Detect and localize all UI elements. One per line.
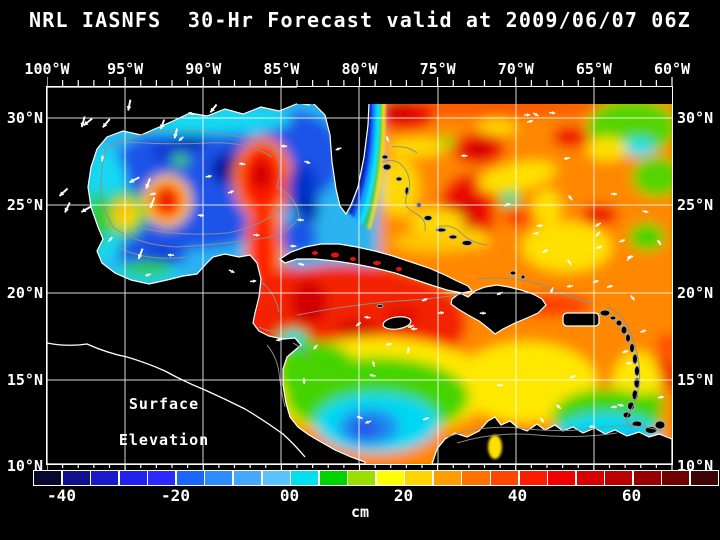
colorbar-cell	[605, 471, 633, 485]
colorbar-cell	[348, 471, 376, 485]
colorbar-cell	[662, 471, 690, 485]
lon-label: 90°W	[185, 60, 222, 78]
no-data-strip	[297, 87, 672, 104]
colorbar-tick-label: 40	[507, 486, 528, 505]
lat-label: 20°N	[677, 284, 714, 302]
lat-label: 25°N	[6, 196, 43, 214]
colorbar-cell	[405, 471, 433, 485]
lon-label: 65°W	[575, 60, 612, 78]
lat-label: 30°N	[677, 109, 714, 127]
colorbar-cell	[91, 471, 119, 485]
colorbar-cell	[690, 471, 718, 485]
lon-label: 75°W	[419, 60, 456, 78]
map-label-line2: Elevation	[119, 431, 209, 449]
colorbar-cell	[176, 471, 204, 485]
cuba-bays	[312, 251, 402, 271]
colorbar	[33, 470, 719, 486]
lon-label: 80°W	[341, 60, 378, 78]
colorbar-cell	[262, 471, 290, 485]
vector-arrows	[58, 99, 664, 429]
colorbar-cell	[433, 471, 461, 485]
colorbar-cell	[633, 471, 661, 485]
lon-label: 60°W	[653, 60, 691, 78]
colorbar-cell	[62, 471, 90, 485]
lat-label: 15°N	[677, 371, 714, 389]
colorbar-cell	[491, 471, 519, 485]
map-label-line1: Surface	[129, 395, 199, 413]
colorbar-tick-labels: -40 -20 00 20 40 60	[33, 486, 717, 505]
pacific-coastline	[46, 342, 306, 458]
colorbar-cell	[205, 471, 233, 485]
colorbar-cell	[319, 471, 347, 485]
lon-label: 85°W	[263, 60, 300, 78]
bottom-axis-ticks	[47, 465, 673, 470]
lat-label: 20°N	[6, 284, 43, 302]
colorbar-tick-label: 20	[393, 486, 414, 505]
colorbar-cell	[376, 471, 404, 485]
colorbar-tick-label: 60	[621, 486, 642, 505]
lon-label: 70°W	[497, 60, 534, 78]
colorbar-cell	[34, 471, 62, 485]
colorbar-cell	[462, 471, 490, 485]
lat-label: 30°N	[6, 109, 43, 127]
colorbar-cell	[233, 471, 261, 485]
map-frame: Surface Elevation	[37, 77, 682, 474]
colorbar-cell	[148, 471, 176, 485]
colorbar-cell	[291, 471, 319, 485]
maracaibo-water	[488, 435, 502, 459]
map-canvas: Surface Elevation	[37, 77, 682, 474]
lon-label: 100°W	[24, 60, 70, 78]
colorbar-unit: cm	[350, 503, 370, 521]
colorbar-cell	[519, 471, 547, 485]
colorbar-tick-label: -40	[47, 486, 76, 505]
lat-label: 25°N	[677, 196, 714, 214]
bathymetry-contours	[100, 129, 663, 444]
top-axis-ticks	[47, 77, 673, 86]
graticule	[47, 87, 672, 464]
plot-title: NRL IASNFS 30-Hr Forecast valid at 2009/…	[28, 8, 692, 32]
colorbar-cell	[576, 471, 604, 485]
colorbar-cell	[119, 471, 147, 485]
lon-label: 95°W	[107, 60, 144, 78]
lat-label: 15°N	[6, 371, 43, 389]
colorbar-tick-label: 00	[279, 486, 300, 505]
colorbar-cell	[548, 471, 576, 485]
colorbar-tick-label: -20	[161, 486, 190, 505]
